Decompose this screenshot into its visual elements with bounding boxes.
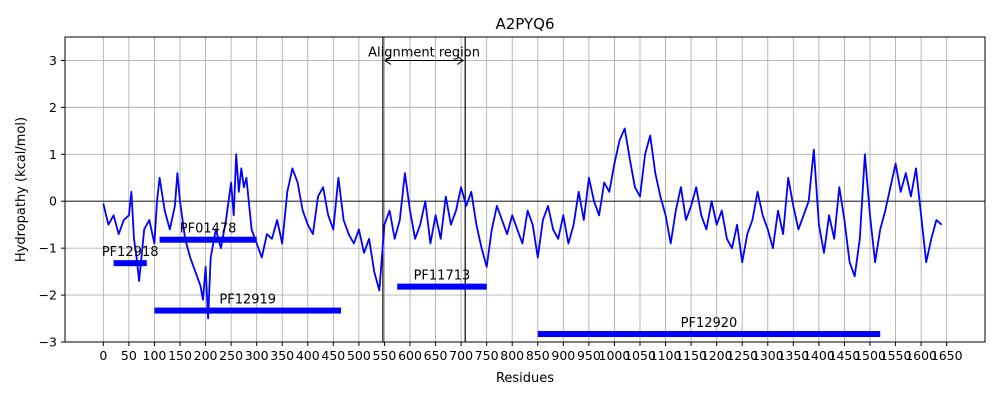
domain-bar	[113, 260, 147, 267]
y-tick-label: −3	[39, 335, 57, 350]
x-tick-label: 950	[577, 348, 601, 363]
y-tick-label: 0	[49, 194, 57, 209]
alignment-region-label: Alignment region	[368, 45, 480, 60]
y-tick-label: 2	[49, 100, 57, 115]
x-tick-label: 600	[398, 348, 422, 363]
x-tick-label: 1400	[803, 348, 835, 363]
x-tick-label: 1600	[905, 348, 937, 363]
y-axis-title: Hydropathy (kcal/mol)	[14, 117, 29, 262]
x-tick-label: 1550	[880, 348, 912, 363]
x-tick-label: 1100	[650, 348, 682, 363]
x-tick-label: 1450	[829, 348, 861, 363]
tick-layer: 0 50 100 150 200 250 300 350 400 450 500 550 600 650 7…	[39, 53, 963, 363]
x-tick-label: 800	[500, 348, 524, 363]
domain-bar	[154, 307, 341, 314]
hydropathy-line-layer	[102, 127, 943, 320]
domain-label: PF01478	[180, 222, 237, 237]
hydropathy-series-line	[102, 127, 943, 320]
domain-layer: PF12918 PF01478 PF12919 PF11713 PF12920	[102, 222, 881, 338]
x-tick-label: 200	[194, 348, 218, 363]
x-tick-label: 900	[551, 348, 575, 363]
x-tick-label: 300	[245, 348, 269, 363]
x-tick-label: 50	[121, 348, 137, 363]
x-tick-label: 1000	[599, 348, 631, 363]
x-tick-label: 1150	[675, 348, 707, 363]
y-tick-label: 1	[49, 147, 57, 162]
x-tick-label: 750	[475, 348, 499, 363]
x-tick-label: 150	[168, 348, 192, 363]
x-tick-label: 850	[526, 348, 550, 363]
alignment-arrow-left-head	[384, 56, 392, 65]
x-tick-label: 100	[143, 348, 167, 363]
alignment-arrow-right-head	[456, 56, 465, 65]
x-tick-label: 1350	[777, 348, 809, 363]
reference-lines	[65, 37, 985, 342]
x-axis-title: Residues	[496, 371, 554, 386]
x-tick-label: 350	[270, 348, 294, 363]
x-tick-label: 400	[296, 348, 320, 363]
domain-label: PF12919	[219, 293, 276, 308]
domain-label: PF12918	[102, 245, 159, 260]
x-tick-label: 500	[347, 348, 371, 363]
x-tick-label: 650	[424, 348, 448, 363]
alignment-region-annotation: Alignment region	[368, 45, 480, 65]
x-tick-label: 550	[373, 348, 397, 363]
y-tick-label: 3	[49, 53, 57, 68]
y-tick-label: −2	[39, 288, 57, 303]
x-tick-label: 1200	[701, 348, 733, 363]
x-tick-label: 1250	[726, 348, 758, 363]
x-tick-label: 700	[449, 348, 473, 363]
domain-bar	[159, 236, 257, 243]
chart-title: A2PYQ6	[495, 15, 554, 33]
x-tick-label: 1650	[931, 348, 963, 363]
domain-bar	[397, 283, 487, 290]
domain-label: PF11713	[414, 269, 471, 284]
x-tick-label: 0	[99, 348, 107, 363]
x-tick-label: 250	[219, 348, 243, 363]
x-tick-label: 1300	[752, 348, 784, 363]
domain-label: PF12920	[681, 316, 738, 331]
x-tick-label: 450	[321, 348, 345, 363]
x-tick-label: 1500	[854, 348, 886, 363]
domain-bar	[537, 331, 881, 338]
plot-frame	[64, 36, 986, 343]
y-tick-label: −1	[39, 241, 57, 256]
x-tick-label: 1050	[624, 348, 656, 363]
